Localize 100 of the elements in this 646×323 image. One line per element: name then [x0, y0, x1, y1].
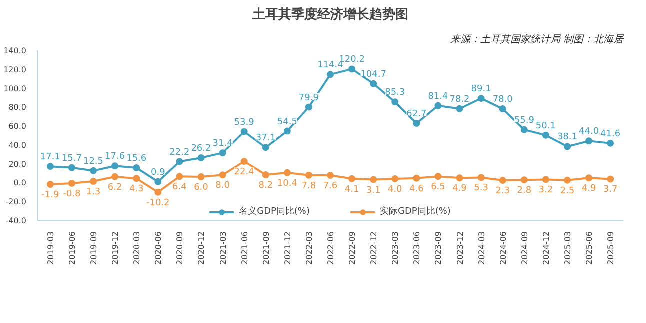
chart-subtitle: 来源：土耳其国家统计局 制图：北海居 [450, 34, 624, 46]
point [327, 172, 334, 180]
data-label: 62.7 [406, 110, 427, 120]
data-label: 3.2 [538, 186, 554, 196]
y-tick-label: -20.0 [6, 198, 27, 207]
point [478, 174, 485, 182]
x-tick-label: 2022-12 [370, 231, 379, 265]
y-tick-label: 60.0 [8, 122, 26, 132]
x-tick-label: 2021-09 [262, 231, 271, 265]
y-tick-label: 140.0 [4, 46, 27, 56]
data-label: 6.2 [108, 182, 122, 193]
data-label: 8.2 [258, 180, 274, 191]
data-label: 81.4 [428, 92, 449, 102]
x-tick-label: 2024-06 [498, 231, 508, 265]
y-tick-label: 0.0 [14, 178, 27, 188]
data-label: 79.9 [298, 93, 320, 104]
data-label: 55.9 [514, 116, 535, 126]
point [392, 175, 399, 182]
x-tick-label: 2022-03 [304, 231, 314, 265]
data-label: -10.2 [146, 198, 170, 208]
data-label: 2.8 [517, 186, 532, 196]
point [586, 138, 593, 145]
point [542, 176, 550, 184]
point [499, 106, 506, 113]
point [370, 176, 378, 184]
data-label: 4.9 [452, 184, 468, 194]
point [284, 128, 291, 135]
x-tick-label: 2024-09 [520, 231, 530, 265]
x-tick-label: 2025-09 [606, 231, 616, 265]
y-tick-label: 120.0 [4, 65, 27, 74]
point [133, 175, 140, 182]
data-label: 6.4 [172, 182, 188, 193]
data-label: 41.6 [600, 129, 621, 140]
data-label: 53.9 [234, 118, 255, 128]
data-label: 12.5 [83, 156, 104, 167]
x-tick-label: 2020-12 [197, 231, 206, 265]
data-label: 78.2 [450, 94, 470, 105]
data-label: -1.9 [42, 190, 60, 201]
point [90, 167, 98, 174]
point [176, 158, 184, 166]
point [112, 173, 119, 180]
point [478, 95, 485, 102]
data-label: 15.7 [62, 154, 82, 164]
point [305, 104, 312, 111]
y-tick-label: 40.0 [8, 140, 26, 150]
data-label: 4.9 [582, 184, 596, 194]
data-label: 8.0 [216, 181, 230, 192]
point [240, 128, 248, 136]
point [133, 164, 140, 172]
point [198, 154, 205, 162]
data-label: 17.1 [40, 152, 60, 163]
point [46, 163, 54, 170]
data-label: 3.1 [366, 186, 381, 196]
x-tick-label: 2020-06 [154, 231, 164, 265]
x-tick-label: 2023-09 [434, 231, 444, 265]
x-tick-label: 2024-12 [542, 231, 551, 265]
data-label: 1.3 [86, 187, 101, 198]
point [219, 172, 226, 179]
point [348, 175, 356, 182]
x-tick-label: 2023-06 [412, 231, 422, 265]
point [112, 162, 119, 170]
data-label: 2.5 [560, 186, 575, 196]
x-tick-label: 2019-06 [68, 231, 77, 265]
point [327, 71, 334, 78]
point [176, 173, 184, 180]
x-tick-label: 2020-03 [132, 231, 142, 265]
data-label: 17.6 [105, 152, 126, 162]
point [434, 173, 442, 180]
x-tick-label: 2021-06 [240, 231, 250, 265]
data-label: 89.1 [471, 84, 492, 95]
x-tick-label: 2020-09 [176, 231, 185, 265]
y-tick-label: -40.0 [6, 216, 27, 226]
data-label: 54.5 [277, 117, 298, 128]
point [456, 174, 464, 182]
point [370, 80, 378, 88]
x-tick-label: 2022-06 [326, 231, 336, 265]
data-label: 4.0 [388, 184, 403, 195]
x-tick-label: 2022-09 [348, 231, 358, 265]
x-tick-label: 2024-03 [477, 231, 486, 265]
point [262, 144, 270, 152]
data-label: 38.1 [557, 132, 578, 143]
x-tick-label: 2023-12 [456, 231, 465, 265]
point [284, 169, 291, 176]
point [198, 174, 205, 181]
point [154, 178, 162, 186]
x-tick-label: 2025-06 [585, 231, 594, 265]
data-label: 4.1 [344, 184, 360, 195]
point [240, 158, 248, 166]
data-label: 4.3 [129, 184, 144, 195]
data-label: 6.5 [431, 182, 446, 193]
x-tick-label: 2019-09 [90, 231, 99, 265]
point [564, 176, 571, 184]
data-label: -0.8 [63, 189, 82, 200]
data-label: 22.2 [170, 148, 190, 158]
point [348, 66, 356, 73]
point [520, 176, 528, 184]
data-label: 114.4 [318, 60, 344, 71]
point [499, 177, 506, 184]
point [413, 120, 420, 127]
x-tick-label: 2021-03 [218, 231, 228, 265]
